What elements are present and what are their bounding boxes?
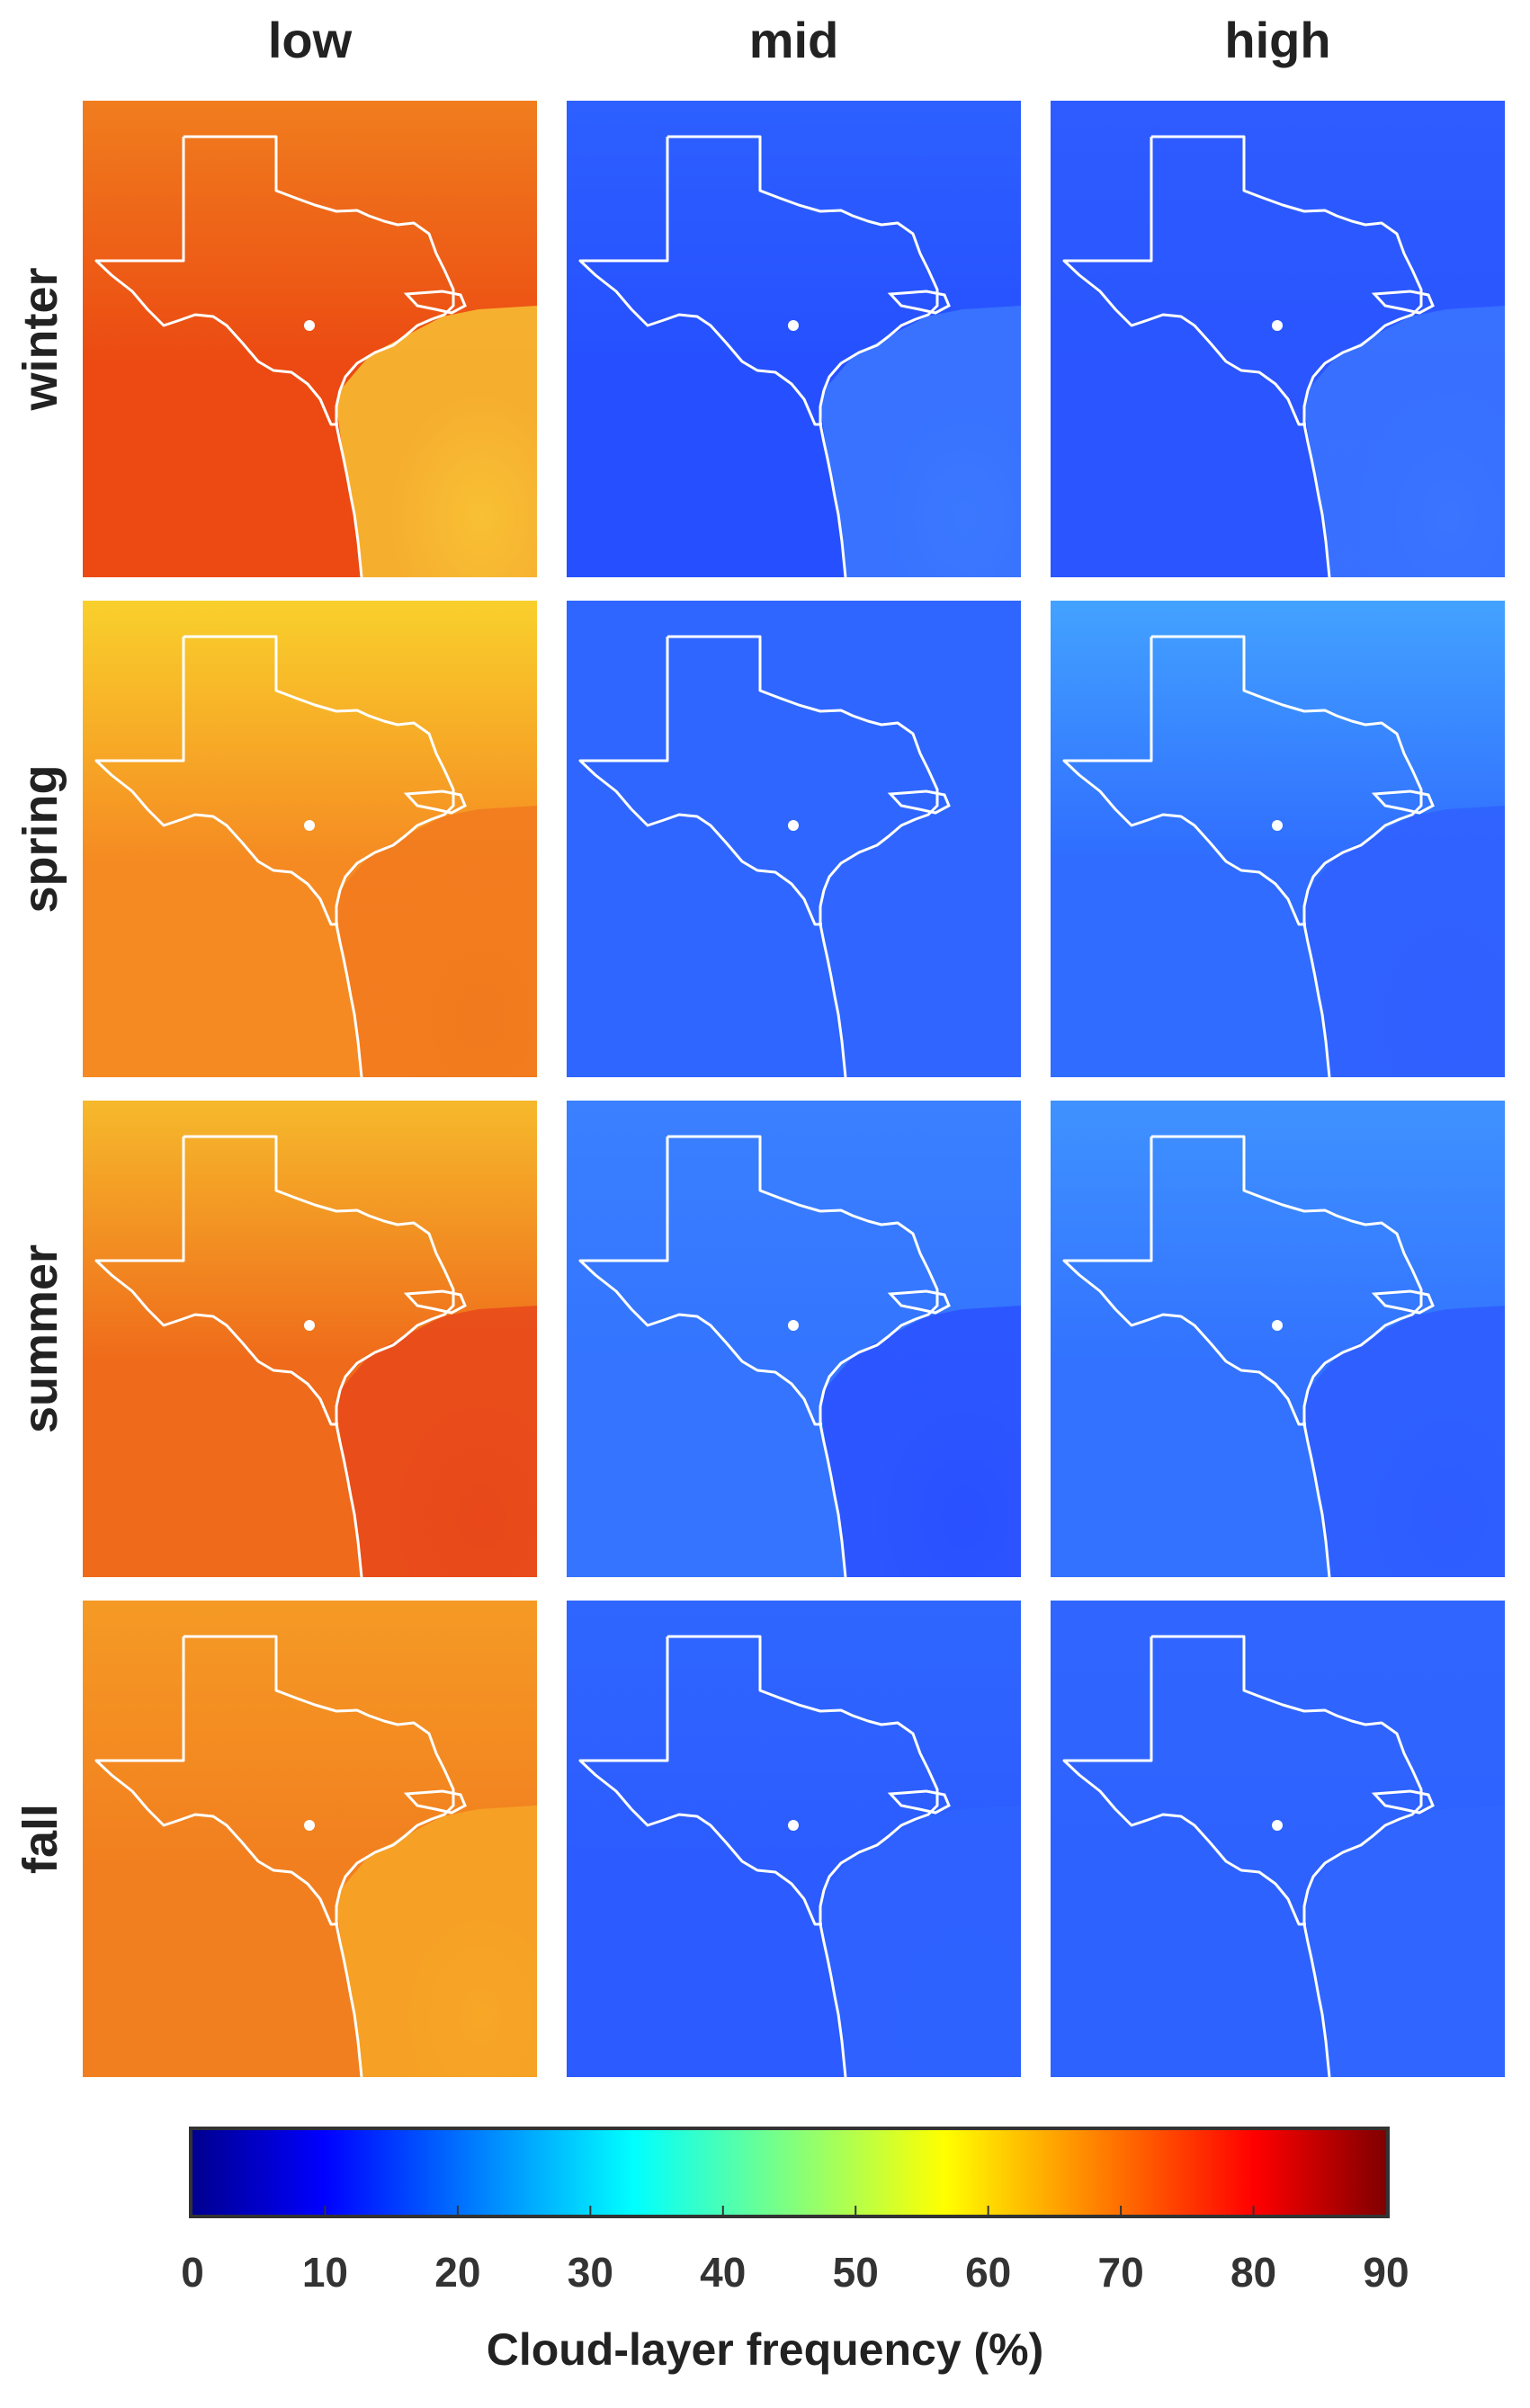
map-spring-mid <box>567 601 1021 1077</box>
colorbar <box>189 2127 1390 2218</box>
map-panel-spring-low <box>83 601 537 1077</box>
site-marker <box>304 320 315 331</box>
coastline-segment <box>1371 789 1435 815</box>
colorbar-tick-label: 40 <box>700 2249 747 2296</box>
site-marker <box>304 1820 315 1831</box>
map-panel-spring-high <box>1051 601 1505 1077</box>
map-panel-fall-low <box>83 1601 537 2077</box>
coastline-segment <box>887 1789 951 1815</box>
colorbar-fill <box>192 2130 1386 2215</box>
site-marker <box>1272 320 1283 331</box>
colorbar-tick-label: 90 <box>1363 2249 1409 2296</box>
map-panel-winter-low <box>83 101 537 577</box>
map-panel-winter-high <box>1051 101 1505 577</box>
gulf-field <box>336 1806 537 2077</box>
site-marker <box>788 1820 799 1831</box>
column-label-low: low <box>267 12 353 68</box>
row-label-summer: summer <box>4 1101 76 1577</box>
texas-outline <box>578 635 939 1077</box>
map-panel-spring-mid <box>567 601 1021 1077</box>
colorbar-tick-label: 20 <box>434 2249 481 2296</box>
texas-outline <box>94 1135 455 1577</box>
colorbar-tick-label: 50 <box>832 2249 879 2296</box>
gulf-field <box>1304 1806 1505 2077</box>
site-marker <box>788 320 799 331</box>
map-panel-summer-mid <box>567 1101 1021 1577</box>
map-fall-high <box>1051 1601 1505 2077</box>
colorbar-tick-label: 60 <box>965 2249 1012 2296</box>
map-panel-fall-high <box>1051 1601 1505 2077</box>
coastline-segment <box>887 789 951 815</box>
map-spring-low <box>83 601 537 1077</box>
colorbar-gradient <box>192 2130 1386 2215</box>
site-marker <box>788 1320 799 1331</box>
colorbar-tick-label: 0 <box>181 2249 204 2296</box>
coastline-segment <box>403 290 467 315</box>
coastline-segment <box>403 789 467 815</box>
texas-outline <box>94 135 455 577</box>
gulf-field <box>336 806 537 1077</box>
site-marker <box>788 820 799 831</box>
column-label-mid: mid <box>748 12 839 68</box>
texas-outline <box>94 1635 455 2077</box>
coastline-segment <box>1371 1289 1435 1315</box>
gulf-field <box>820 1306 1021 1577</box>
map-spring-high <box>1051 601 1505 1077</box>
colorbar-title: Cloud-layer frequency (%) <box>486 2324 1044 2375</box>
map-summer-mid <box>567 1101 1021 1577</box>
coastline-segment <box>1371 290 1435 315</box>
row-label-fall: fall <box>4 1601 76 2077</box>
site-marker <box>304 820 315 831</box>
gulf-field <box>336 306 537 577</box>
map-panel-summer-high <box>1051 1101 1505 1577</box>
coastline-segment <box>403 1789 467 1815</box>
row-label-winter: winter <box>4 101 76 577</box>
texas-outline <box>1062 635 1423 1077</box>
colorbar-tick-label: 30 <box>567 2249 613 2296</box>
row-label-text: summer <box>13 1244 67 1434</box>
texas-outline <box>94 635 455 1077</box>
texas-outline <box>1062 1635 1423 2077</box>
colorbar-tick-label: 10 <box>301 2249 349 2296</box>
texas-outline <box>1062 135 1423 577</box>
row-label-text: winter <box>13 267 67 411</box>
gulf-field <box>336 1306 537 1577</box>
gulf-field <box>820 306 1021 577</box>
texas-outline <box>1062 1135 1423 1577</box>
texas-outline <box>578 1135 939 1577</box>
site-marker <box>304 1320 315 1331</box>
row-label-text: spring <box>13 764 67 914</box>
map-winter-mid <box>567 101 1021 577</box>
site-marker <box>1272 1320 1283 1331</box>
row-label-text: fall <box>13 1803 67 1875</box>
map-fall-low <box>83 1601 537 2077</box>
gulf-field <box>820 806 1021 1077</box>
map-panel-summer-low <box>83 1101 537 1577</box>
gulf-field <box>1304 1306 1505 1577</box>
texas-outline <box>578 1635 939 2077</box>
coastline-segment <box>403 1289 467 1315</box>
gulf-field <box>820 1806 1021 2077</box>
map-winter-high <box>1051 101 1505 577</box>
colorbar-tick-label: 80 <box>1230 2249 1277 2296</box>
coastline-segment <box>887 1289 951 1315</box>
gulf-field <box>1304 806 1505 1077</box>
map-panel-fall-mid <box>567 1601 1021 2077</box>
map-summer-high <box>1051 1101 1505 1577</box>
map-panel-winter-mid <box>567 101 1021 577</box>
coastline-segment <box>1371 1789 1435 1815</box>
map-fall-mid <box>567 1601 1021 2077</box>
map-summer-low <box>83 1101 537 1577</box>
colorbar-tick-label: 70 <box>1097 2249 1144 2296</box>
texas-outline <box>578 135 939 577</box>
coastline-segment <box>887 290 951 315</box>
row-label-spring: spring <box>4 601 76 1077</box>
column-label-high: high <box>1224 12 1331 68</box>
map-winter-low <box>83 101 537 577</box>
site-marker <box>1272 820 1283 831</box>
site-marker <box>1272 1820 1283 1831</box>
gulf-field <box>1304 306 1505 577</box>
